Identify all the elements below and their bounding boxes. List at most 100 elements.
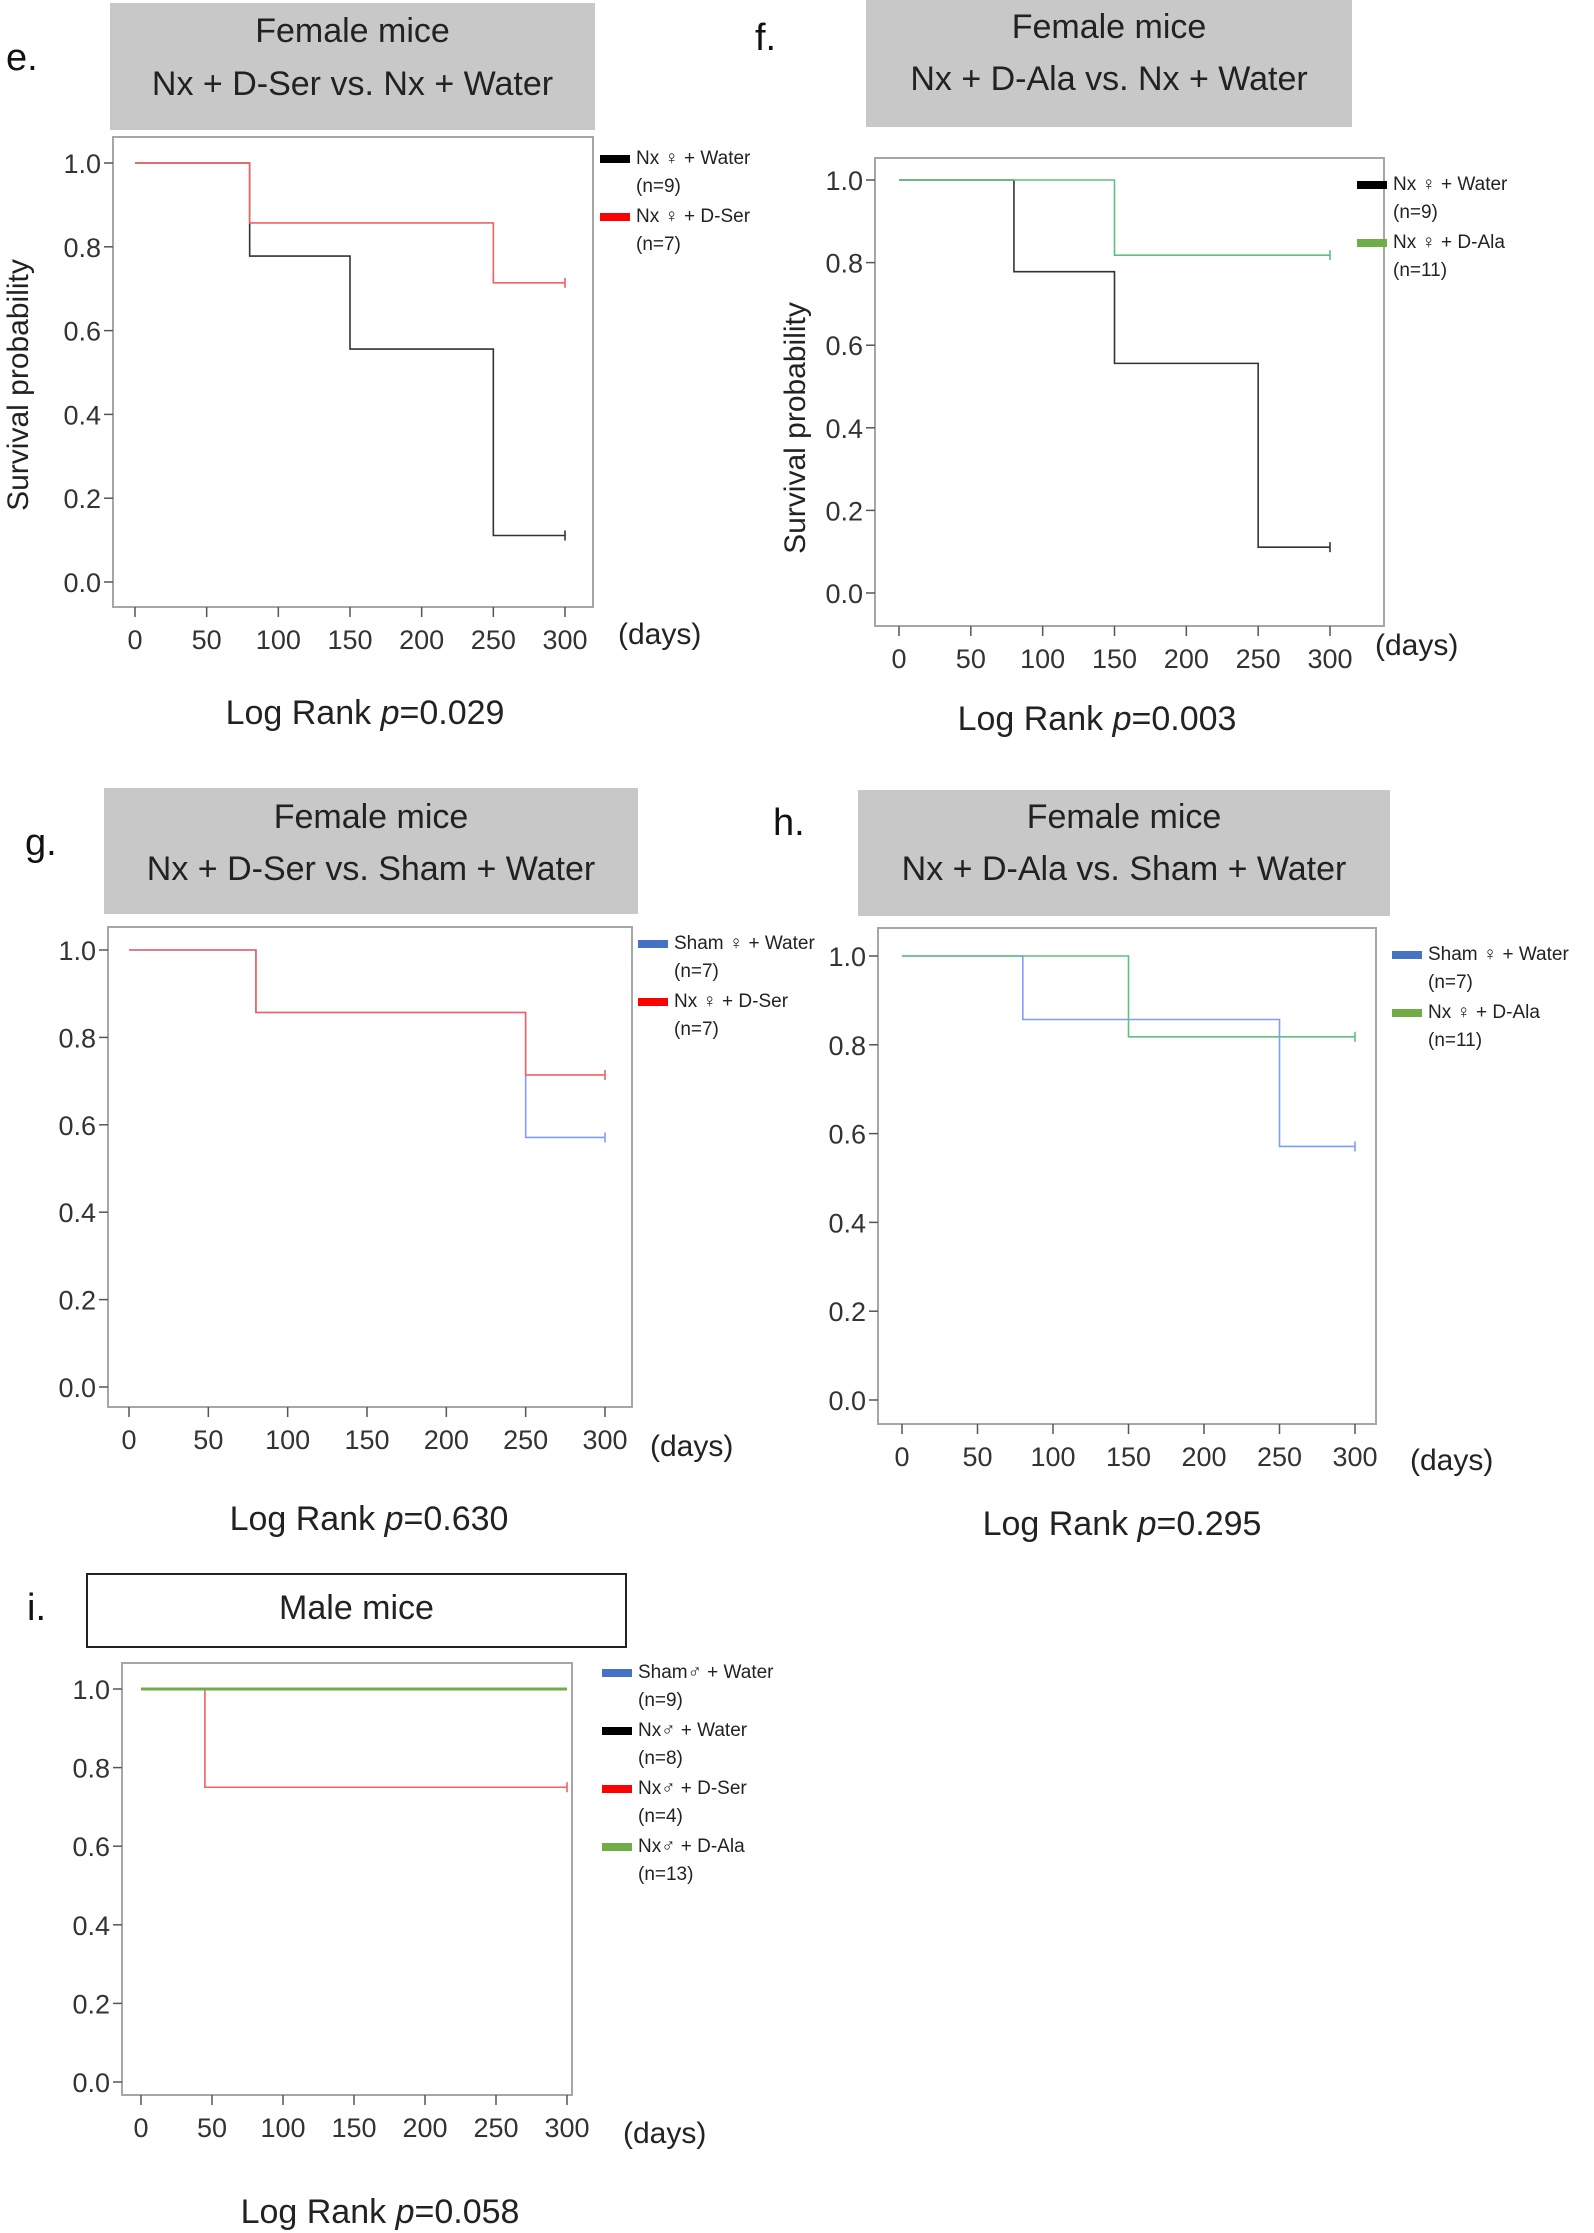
y-axis-label: Survival probability — [2, 259, 35, 511]
x-tick-label: 100 — [256, 625, 301, 655]
chart-title: Female mice — [255, 12, 450, 50]
chart-panel-h: h. Female mice Nx + D-Ala vs. Sham + Water… — [773, 790, 1569, 1543]
y-tick-label: 0.4 — [828, 1208, 866, 1238]
legend-label: Sham♂ + Water — [638, 1662, 774, 1683]
legend-swatch — [602, 1785, 632, 1793]
chart-panel-e: e. Female mice Nx + D-Ser vs. Nx + Water 0.… — [2, 3, 751, 732]
x-tick-label: 50 — [192, 625, 222, 655]
y-tick-label: 0.8 — [63, 233, 101, 263]
x-axis-label: (days) — [1410, 1444, 1493, 1477]
x-tick-label: 200 — [402, 2113, 447, 2143]
x-tick-label: 250 — [473, 2113, 518, 2143]
series-line-1 — [129, 949, 605, 1076]
series-line-1 — [899, 179, 1330, 256]
legend-swatch — [1357, 181, 1387, 189]
panel-label: i. — [27, 1587, 46, 1629]
legend-swatch — [602, 1843, 632, 1851]
x-tick-label: 0 — [891, 644, 906, 674]
legend-label: Nx♂ + D-Ala — [638, 1836, 745, 1857]
x-tick-label: 150 — [331, 2113, 376, 2143]
legend-swatch — [1357, 239, 1387, 247]
x-tick-label: 200 — [399, 625, 444, 655]
x-tick-label: 50 — [956, 644, 986, 674]
y-tick-label: 0.0 — [63, 568, 101, 598]
legend-n-label: (n=9) — [636, 176, 681, 197]
chart-subtitle: Nx + D-Ala vs. Nx + Water — [910, 60, 1307, 98]
x-axis-label: (days) — [618, 618, 701, 651]
x-tick-label: 100 — [260, 2113, 305, 2143]
x-tick-label: 150 — [1106, 1442, 1151, 1472]
x-tick-label: 0 — [894, 1442, 909, 1472]
series-line-0 — [899, 179, 1330, 548]
y-tick-label: 0.2 — [58, 1286, 96, 1316]
legend-n-label: (n=9) — [638, 1690, 683, 1711]
x-tick-label: 200 — [1181, 1442, 1226, 1472]
title-box — [86, 1573, 627, 1648]
y-tick-label: 0.2 — [63, 484, 101, 514]
y-tick-label: 0.6 — [828, 1120, 866, 1150]
legend-n-label: (n=7) — [1428, 972, 1473, 993]
title-box — [866, 0, 1352, 127]
x-tick-label: 250 — [1236, 644, 1281, 674]
chart-subtitle: Nx + D-Ser vs. Nx + Water — [152, 65, 553, 103]
y-tick-label: 0.4 — [63, 400, 101, 430]
title-box — [110, 3, 595, 130]
chart-subtitle: Nx + D-Ala vs. Sham + Water — [902, 850, 1347, 888]
x-tick-label: 150 — [1092, 644, 1137, 674]
legend-n-label: (n=7) — [674, 1019, 719, 1040]
y-tick-label: 0.0 — [828, 1386, 866, 1416]
y-tick-label: 0.0 — [58, 1373, 96, 1403]
y-tick-label: 0.4 — [72, 1911, 110, 1941]
y-tick-label: 0.8 — [825, 249, 863, 279]
x-tick-label: 300 — [1307, 644, 1352, 674]
y-tick-label: 0.2 — [828, 1297, 866, 1327]
chart-title: Male mice — [279, 1589, 434, 1627]
chart-title: Female mice — [1012, 8, 1207, 46]
legend-label: Nx♂ + D-Ser — [638, 1778, 747, 1799]
legend-n-label: (n=13) — [638, 1864, 693, 1885]
chart-subtitle: Nx + D-Ser vs. Sham + Water — [147, 850, 595, 888]
x-tick-label: 50 — [193, 1425, 223, 1455]
title-box — [104, 788, 638, 914]
legend-n-label: (n=4) — [638, 1806, 683, 1827]
chart-title: Female mice — [274, 798, 469, 836]
legend-swatch — [638, 940, 668, 948]
legend-n-label: (n=11) — [1393, 260, 1447, 281]
plot-frame — [107, 926, 633, 1408]
x-tick-label: 250 — [1257, 1442, 1302, 1472]
x-tick-label: 300 — [542, 625, 587, 655]
chart-panel-i: i. Male mice 0.0 0.2 0.4 0.6 0.8 1.0 0 50 100 150 20… — [27, 1573, 774, 2231]
chart-panel-g: g. Female mice Nx + D-Ser vs. Sham + Water… — [25, 788, 815, 1538]
x-tick-label: 150 — [344, 1425, 389, 1455]
chart-panel-f: f. Female mice Nx + D-Ala vs. Nx + Water 0.… — [755, 0, 1508, 738]
y-tick-label: 1.0 — [58, 936, 96, 966]
x-tick-label: 150 — [327, 625, 372, 655]
x-tick-label: 300 — [544, 2113, 589, 2143]
legend-swatch — [638, 998, 668, 1006]
log-rank-text: Log Rank p=0.295 — [983, 1505, 1262, 1543]
y-tick-label: 0.8 — [72, 1754, 110, 1784]
y-tick-label: 1.0 — [63, 149, 101, 179]
y-tick-label: 0.4 — [825, 414, 863, 444]
legend-n-label: (n=11) — [1428, 1030, 1482, 1051]
legend-label: Nx♂ + Water — [638, 1720, 748, 1741]
x-tick-label: 250 — [471, 625, 516, 655]
legend-swatch — [1392, 1009, 1422, 1017]
legend-label: Nx ♀ + D-Ser — [636, 206, 751, 227]
legend-swatch — [600, 155, 630, 163]
x-axis-label: (days) — [623, 2117, 706, 2150]
y-tick-label: 0.6 — [63, 317, 101, 347]
log-rank-text: Log Rank p=0.058 — [241, 2193, 520, 2231]
plot-frame — [112, 136, 594, 608]
log-rank-text: Log Rank p=0.630 — [230, 1500, 509, 1538]
legend-label: Nx ♀ + D-Ala — [1428, 1002, 1540, 1023]
legend-label: Nx ♀ + D-Ala — [1393, 232, 1505, 253]
legend-n-label: (n=7) — [674, 961, 719, 982]
x-tick-label: 0 — [133, 2113, 148, 2143]
title-box — [858, 790, 1390, 916]
x-tick-label: 50 — [962, 1442, 992, 1472]
panel-label: f. — [755, 17, 776, 59]
x-tick-label: 200 — [1164, 644, 1209, 674]
y-tick-label: 0.2 — [825, 496, 863, 526]
y-tick-label: 0.8 — [828, 1031, 866, 1061]
